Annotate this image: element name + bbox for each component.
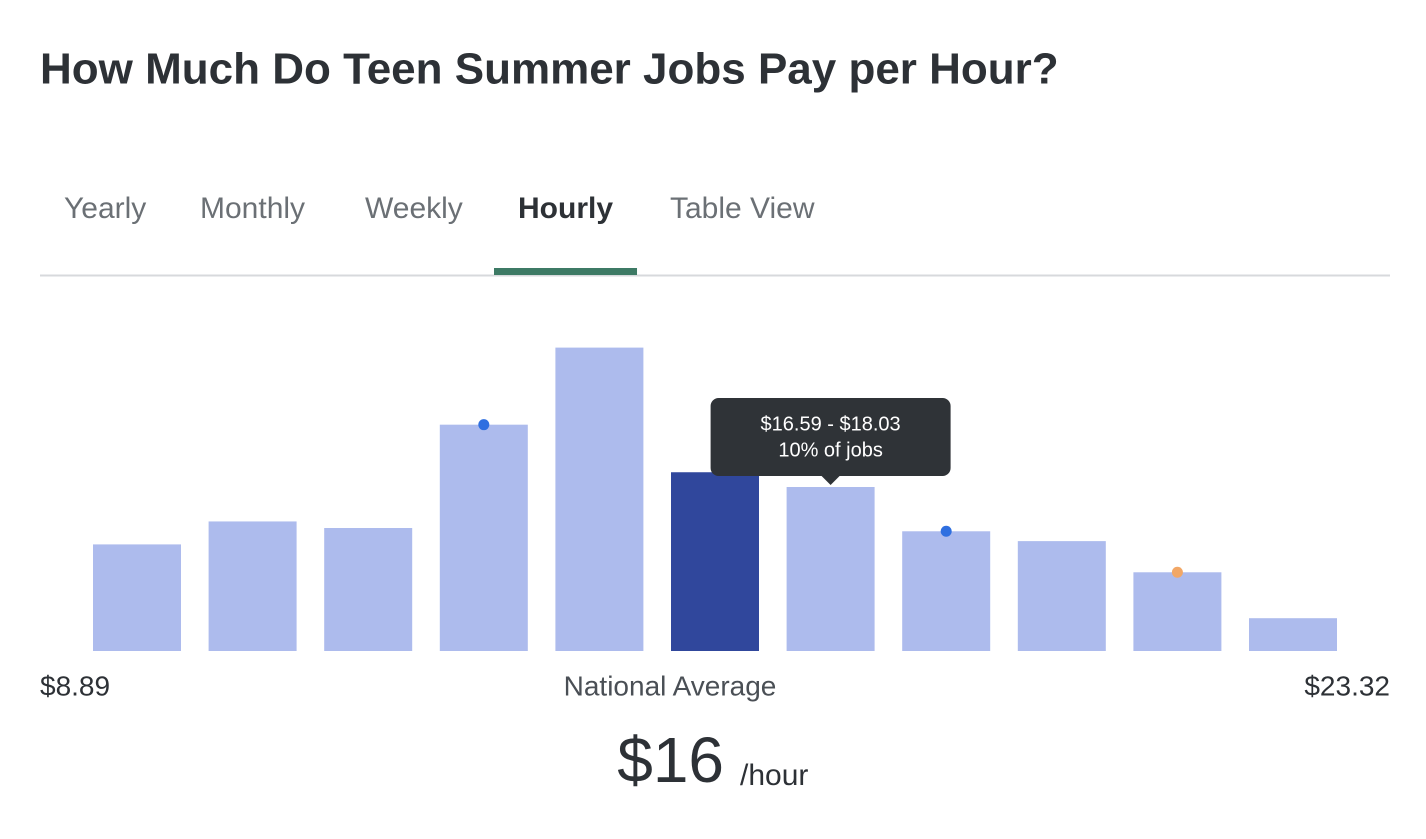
bar-marker [478,419,490,431]
bar[interactable] [671,472,759,651]
bar-marker [1171,566,1183,578]
bar[interactable] [1017,541,1106,651]
bar[interactable] [208,521,297,651]
tab[interactable]: Hourly [518,192,613,225]
bar[interactable] [324,528,413,651]
average-value: $16 [617,724,724,796]
tooltip-value: 10% of jobs [778,439,883,461]
tab[interactable]: Monthly [200,192,305,225]
tooltip-range: $16.59 - $18.03 [761,413,901,435]
bar[interactable] [902,531,991,651]
average-unit: /hour [740,759,808,792]
x-tick-label: $8.89 [40,670,110,701]
tab[interactable]: Table View [670,192,815,225]
bar[interactable] [1249,618,1337,651]
bar[interactable] [439,424,528,651]
tab[interactable]: Weekly [365,192,463,225]
tab[interactable]: Yearly [64,192,146,225]
bar-marker [940,525,952,537]
x-axis-label: National Average [564,670,777,701]
bar[interactable] [555,347,644,651]
tab-indicator [494,268,638,275]
tooltip [710,398,951,476]
bar[interactable] [93,544,181,651]
title: How Much Do Teen Summer Jobs Pay per Hou… [40,45,1059,94]
x-tick-label: $23.32 [1304,670,1390,701]
tooltip-pointer [821,476,840,485]
bar[interactable] [786,487,875,651]
bar[interactable] [1133,572,1222,651]
